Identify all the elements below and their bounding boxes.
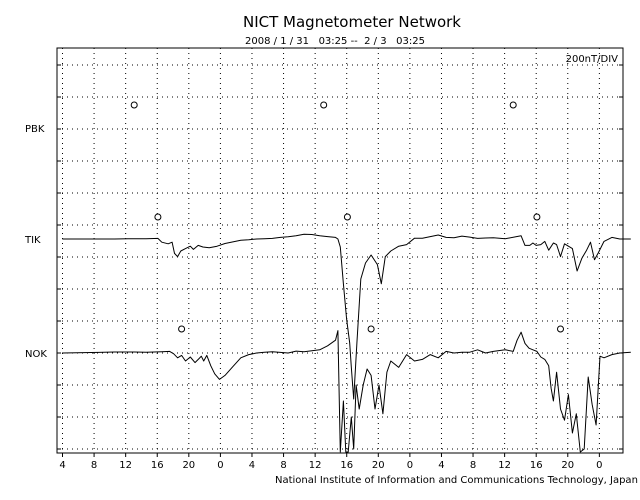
x-tick-label: 4	[249, 460, 255, 471]
station-labels: PBK TIK NOK	[24, 124, 47, 360]
x-tick-label: 8	[280, 460, 286, 471]
x-tick-label: 8	[91, 460, 97, 471]
x-tick-label: 20	[561, 460, 574, 471]
plot-frame	[56, 47, 624, 454]
x-tick-label: 8	[470, 460, 476, 471]
series-line-tik	[62, 233, 631, 400]
midnight-marker-tik	[533, 213, 541, 221]
midnight-marker-tik	[343, 213, 351, 221]
x-tick-label: 12	[498, 460, 511, 471]
x-tick-label: 4	[438, 460, 444, 471]
x-tick-label: 0	[596, 460, 602, 471]
x-axis: 4 8 12 16 20 0 4 8 12 16 20 0 4 8 12 16 20 0	[59, 453, 603, 471]
grid	[57, 48, 623, 453]
midnight-marker-pbk	[130, 101, 138, 109]
midnight-marker-pbk	[509, 101, 517, 109]
midnight-marker-pbk	[320, 101, 328, 109]
midnight-marker-nok	[178, 325, 186, 333]
x-tick-label: 20	[372, 460, 385, 471]
midnight-marker-nok	[367, 325, 375, 333]
x-tick-label: 12	[309, 460, 322, 471]
series-line-nok	[62, 330, 631, 453]
x-tick-label: 0	[217, 460, 223, 471]
x-tick-label: 20	[182, 460, 195, 471]
midnight-markers	[130, 101, 564, 333]
chart-subtitle: 2008 / 1 / 31 03:25 -- 2 / 3 03:25	[245, 36, 425, 47]
series-group	[62, 233, 631, 453]
station-label-tik: TIK	[24, 235, 41, 246]
station-label-pbk: PBK	[25, 124, 45, 135]
chart-title: NICT Magnetometer Network	[243, 13, 461, 31]
x-tick-label: 16	[530, 460, 543, 471]
x-tick-label: 0	[407, 460, 413, 471]
x-tick-label: 16	[151, 460, 164, 471]
footer-credit: National Institute of Information and Co…	[275, 475, 638, 486]
x-tick-label: 16	[340, 460, 353, 471]
scale-label: 200nT/DIV	[566, 54, 619, 65]
midnight-marker-tik	[154, 213, 162, 221]
x-tick-label: 12	[119, 460, 132, 471]
x-tick-label: 4	[59, 460, 65, 471]
station-label-nok: NOK	[25, 349, 47, 360]
midnight-marker-nok	[557, 325, 564, 333]
